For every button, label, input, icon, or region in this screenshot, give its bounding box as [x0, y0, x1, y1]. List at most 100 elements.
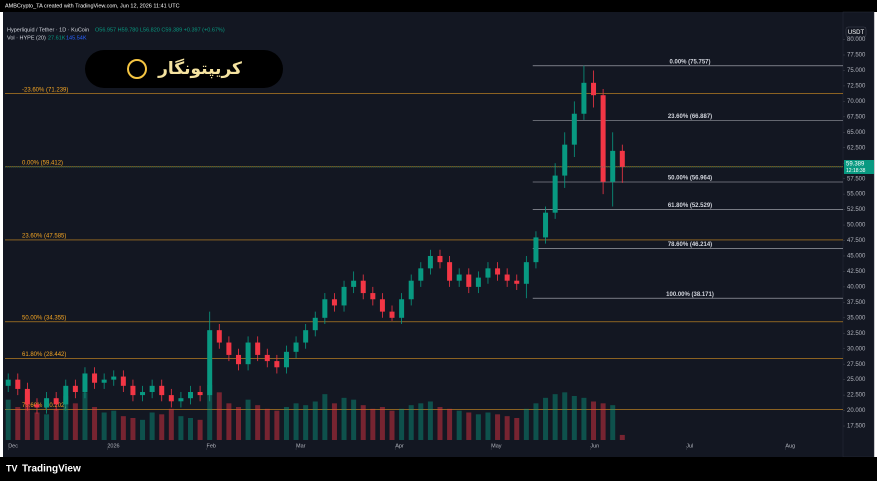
candle-body [389, 311, 395, 318]
volume-bar [120, 416, 126, 440]
volume-bar [370, 408, 376, 440]
x-tick-label: Mar [296, 443, 306, 449]
volume-bar [82, 392, 88, 440]
candle-body [437, 255, 443, 263]
volume-bar [619, 434, 625, 440]
x-tick-label: Jul [686, 443, 693, 449]
candle-body [82, 373, 88, 393]
candle-body [370, 293, 376, 300]
volume-bar [92, 407, 98, 440]
candle-body [92, 373, 98, 383]
y-tick-label: 75.000 [847, 68, 866, 74]
volume-bar [514, 418, 520, 440]
volume-bar [216, 392, 222, 440]
footer-bar [0, 457, 877, 481]
volume-bar [351, 399, 357, 440]
volume-bar [255, 405, 261, 440]
candle-body [418, 268, 424, 281]
candle-body [610, 150, 616, 182]
y-tick-label: 55.000 [847, 192, 866, 198]
candle-body [188, 392, 194, 399]
last-price-box [844, 159, 874, 174]
x-tick-label: Feb [207, 443, 216, 449]
candle-body [600, 95, 606, 182]
volume-bar [427, 401, 433, 440]
y-tick-label: 45.000 [847, 254, 866, 260]
currency: USDT [848, 30, 865, 36]
vol-ma: 145.54K [66, 35, 87, 41]
y-tick-label: 47.500 [847, 238, 866, 244]
volume-bar [111, 410, 117, 440]
volume-bar [5, 399, 11, 440]
fib-label: 50.00% (56.964) [668, 176, 712, 182]
volume-bar [245, 399, 251, 440]
volume-bar [140, 419, 146, 440]
candle-body [293, 342, 299, 352]
volume-bar [389, 410, 395, 440]
volume-bar [283, 407, 289, 440]
fib-label: 0.00% (75.757) [669, 59, 710, 65]
fib-label: 0.00% (59.412) [22, 160, 63, 166]
candle-body [207, 330, 213, 396]
volume-bar [168, 408, 174, 440]
candle-body [120, 376, 126, 386]
candle-body [264, 354, 270, 362]
candle-body [399, 299, 405, 318]
volume-bar [197, 419, 203, 440]
y-tick-label: 32.500 [847, 331, 866, 337]
fib-label: 61.80% (28.442) [22, 352, 66, 358]
y-tick-label: 17.500 [847, 424, 866, 430]
candle-body [341, 286, 347, 306]
y-tick-label: 20.000 [847, 408, 866, 414]
credit: AMBCrypto_TA created with TradingView.co… [5, 3, 180, 9]
y-tick-label: 77.500 [847, 53, 866, 59]
countdown: 12:18:38 [846, 168, 866, 174]
y-tick-label: 62.500 [847, 145, 866, 151]
volume-bar [188, 418, 194, 440]
candle-body [24, 388, 30, 405]
volume-bar [149, 412, 155, 440]
volume-bar [437, 407, 443, 440]
brand-icon: TV [6, 463, 18, 473]
volume-bar [303, 405, 309, 440]
y-tick-label: 65.000 [847, 130, 866, 136]
currency-box [845, 26, 867, 38]
y-tick-label: 30.000 [847, 346, 866, 352]
candle-body [34, 404, 40, 408]
candle-body [562, 144, 568, 176]
y-tick-label: 22.500 [847, 393, 866, 399]
volume-bar [533, 403, 539, 440]
candle-body [130, 385, 136, 396]
volume-bar [178, 416, 184, 440]
candle-body [197, 392, 203, 396]
y-tick-label: 35.000 [847, 315, 866, 321]
volume-bar [408, 405, 414, 440]
volume-bar [274, 410, 280, 440]
candle-body [351, 280, 357, 287]
candle-body [485, 268, 491, 278]
candle-body [15, 379, 21, 389]
candle-body [5, 379, 11, 386]
top-bar [0, 0, 877, 12]
volume-bar [322, 394, 328, 440]
candle-body [63, 385, 69, 405]
x-tick-label: Jun [590, 443, 599, 449]
candle-body [408, 280, 414, 300]
candle-body [140, 392, 146, 396]
volume-bar [466, 412, 472, 440]
volume-bar [226, 403, 232, 440]
candle-body [447, 262, 453, 281]
candle-body [456, 274, 462, 281]
candle-body [245, 342, 251, 365]
vol-value: 27.61K [48, 35, 66, 41]
fib-label: -23.60% (71.239) [22, 87, 68, 93]
volume-bar [543, 397, 549, 440]
volume-bar [72, 403, 78, 440]
candle-body [101, 379, 107, 383]
candle-body [514, 280, 520, 284]
y-tick-label: 50.000 [847, 223, 866, 229]
volume-bar [63, 396, 69, 440]
volume-bar [610, 405, 616, 440]
volume-bar [581, 397, 587, 440]
